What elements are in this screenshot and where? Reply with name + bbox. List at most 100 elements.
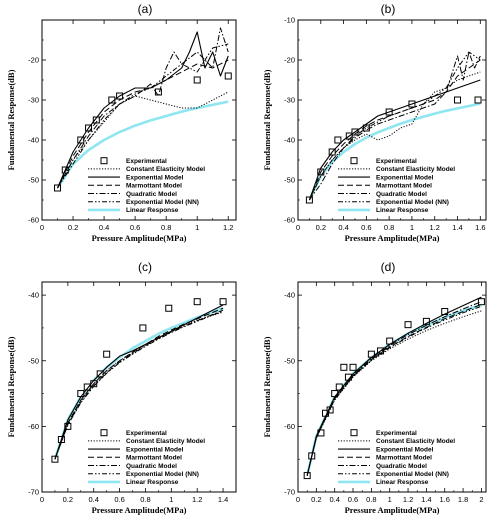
y-tick-label: -60 (28, 422, 39, 431)
y-tick-label: -50 (284, 356, 295, 365)
chart-panel-b: (b) 0 0.2 0.4 0.6 0.8 1 1.2 1.4 1.6 -60 -50 -40 -30 -2… (262, 2, 487, 243)
y-axis-label: Fundamental Response(dB) (262, 69, 272, 170)
x-tick-label: 0.6 (114, 495, 124, 504)
y-axis-label: Fundamental Response(dB) (6, 336, 16, 437)
experimental-point (165, 304, 173, 312)
series-line-exponential-model (308, 79, 481, 201)
legend-label: Exponential Model (NN) (376, 199, 449, 206)
experimental-point (303, 472, 311, 480)
y-tick-label: -60 (284, 422, 295, 431)
y-tick-label: -50 (28, 356, 39, 365)
series-line-exponential-model-nn (54, 310, 224, 460)
experimental-point (334, 136, 342, 144)
x-tick-label: 1.6 (440, 495, 450, 504)
series-line-linear-response (308, 102, 481, 201)
y-tick-label: -40 (284, 291, 295, 300)
legend-marker-experimental (350, 157, 358, 165)
y-tick-label: -30 (28, 96, 39, 105)
y-axis-label: Fundamental Response(dB) (262, 336, 272, 437)
experimental-point (103, 350, 111, 358)
y-tick-label: -40 (284, 136, 295, 145)
y-tick-label: -70 (28, 488, 39, 497)
y-tick-label: -60 (28, 216, 39, 225)
experimental-point (92, 116, 100, 124)
legend-label: Linear Response (376, 207, 429, 214)
experimental-point (474, 96, 482, 104)
experimental-point (340, 363, 348, 371)
x-tick-label: 1 (195, 223, 199, 232)
x-tick-label: 0.4 (338, 223, 348, 232)
legend-label: Constant Elasticity Model (126, 438, 205, 445)
series-line-quadratic-model (54, 309, 224, 460)
x-tick-label: 2 (479, 495, 483, 504)
x-tick-label: 0.8 (366, 495, 376, 504)
x-tick-label: 0.2 (311, 495, 321, 504)
x-tick-label: 0 (40, 495, 44, 504)
legend-label: Quadratic Model (376, 463, 427, 470)
series-line-quadratic-model (57, 27, 229, 189)
legend-label: Quadratic Model (376, 191, 427, 198)
y-tick-label: -40 (28, 136, 39, 145)
x-tick-label: 1.4 (421, 495, 431, 504)
legend-label: Linear Response (126, 479, 179, 486)
x-tick-label: 0.6 (348, 495, 358, 504)
panel-label: (d) (381, 260, 396, 274)
x-tick-label: 0.4 (329, 495, 339, 504)
y-tick-label: -50 (28, 176, 39, 185)
legend-label: Linear Response (376, 479, 429, 486)
y-tick-label: -20 (284, 56, 295, 65)
x-tick-label: 0.2 (63, 495, 73, 504)
legend-label: Exponential Model (126, 446, 184, 453)
x-tick-label: 0.8 (384, 223, 394, 232)
legend-label: Exponential Model (376, 446, 434, 453)
experimental-point (477, 298, 485, 306)
experimental-point (349, 363, 357, 371)
legend-label: Constant Elasticity Model (126, 166, 205, 173)
experimental-point (404, 321, 412, 329)
legend-label: Constant Elasticity Model (376, 166, 455, 173)
x-tick-label: 1 (410, 223, 414, 232)
legend-marker-experimental (100, 429, 108, 437)
legend-label: Exponential Model (NN) (376, 471, 449, 478)
legend-label: Quadratic Model (126, 191, 177, 198)
panel-label: (b) (381, 2, 396, 16)
legend-marker-experimental (350, 429, 358, 437)
x-tick-label: 1.2 (403, 495, 413, 504)
x-tick-label: 1.2 (430, 223, 440, 232)
legend-label: Exponential Model (376, 174, 434, 181)
series-line-exponential-model-nn (306, 305, 482, 476)
x-tick-label: 1 (169, 495, 173, 504)
legend-label: Experimental (376, 158, 417, 165)
x-tick-label: 1.4 (218, 495, 228, 504)
panel-label: (a) (138, 2, 153, 16)
experimental-point (219, 298, 227, 306)
x-axis-label: Pressure Amplitude(MPa) (92, 233, 187, 243)
legend-label: Constant Elasticity Model (376, 438, 455, 445)
y-tick-label: -40 (28, 291, 39, 300)
series-group (305, 51, 482, 204)
series-line-exponential-model (57, 31, 229, 189)
series-line-exponential-model (54, 304, 224, 460)
legend-label: Marmottant Model (126, 183, 182, 190)
experimental-point (454, 96, 462, 104)
legend-label: Quadratic Model (126, 463, 177, 470)
chart-panel-d: (d) 0 0.2 0.4 0.6 0.8 1 1.2 1.4 1.6 1.8 2 -70 -60 -50 -… (262, 260, 487, 515)
experimental-point (139, 324, 147, 332)
x-axis-label: Pressure Amplitude(MPa) (345, 505, 440, 515)
chart-panel-a: (a) 0 0.2 0.4 0.6 0.8 1 1.2 -60 -50 -40 -30 -20 Press… (6, 2, 237, 243)
y-tick-label: -60 (284, 216, 295, 225)
series-line-marmottant-model (308, 59, 481, 201)
x-tick-label: 0 (40, 223, 44, 232)
x-tick-label: 0.2 (316, 223, 326, 232)
y-axis-label: Fundamental Response(dB) (6, 69, 16, 170)
y-tick-label: -20 (28, 56, 39, 65)
x-tick-label: 0.4 (99, 223, 109, 232)
series-group (51, 298, 227, 463)
x-tick-label: 0.2 (68, 223, 78, 232)
x-tick-label: 1.2 (192, 495, 202, 504)
